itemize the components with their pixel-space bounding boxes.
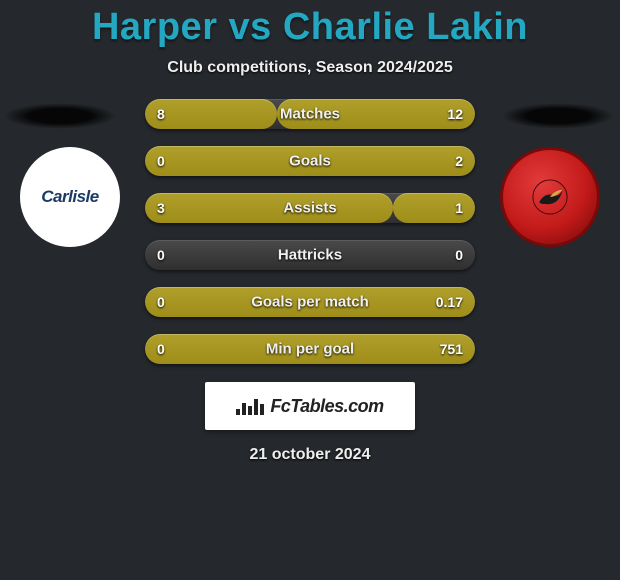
left-club-name: Carlisle (41, 187, 98, 207)
stat-row: Goals02 (145, 146, 475, 176)
stat-label: Hattricks (145, 247, 475, 264)
stat-row: Matches812 (145, 99, 475, 129)
bird-icon (532, 179, 568, 215)
right-fill (145, 334, 475, 364)
stat-bars: Matches812Goals02Assists31Hattricks00Goa… (145, 99, 475, 364)
stat-right-value: 1 (455, 200, 463, 216)
stat-row: Assists31 (145, 193, 475, 223)
footer-brand: FcTables.com (205, 382, 415, 430)
stat-left-value: 3 (157, 200, 165, 216)
stat-left-value: 0 (157, 341, 165, 357)
stat-row: Goals per match00.17 (145, 287, 475, 317)
left-badge-shadow (4, 103, 116, 129)
chart-icon (236, 397, 264, 415)
stat-left-value: 0 (157, 247, 165, 263)
stat-row: Hattricks0 0 (145, 240, 475, 270)
footer-brand-text: FcTables.com (270, 396, 383, 417)
stat-right-value: 0 (455, 247, 463, 263)
stat-row: Min per goal0751 (145, 334, 475, 364)
right-badge-shadow (502, 103, 614, 129)
stat-right-value: 0.17 (436, 294, 463, 310)
right-fill (277, 99, 475, 129)
subtitle: Club competitions, Season 2024/2025 (0, 59, 620, 77)
stat-left-value: 8 (157, 106, 165, 122)
right-fill (145, 146, 475, 176)
right-club-badge (500, 147, 600, 247)
stat-left-value: 0 (157, 294, 165, 310)
comparison-panel: Carlisle Matches812Goals02Assists31Hattr… (0, 99, 620, 364)
left-fill (145, 193, 393, 223)
stat-right-value: 2 (455, 153, 463, 169)
stat-left-value: 0 (157, 153, 165, 169)
right-fill (145, 287, 475, 317)
footer-date: 21 october 2024 (0, 446, 620, 464)
stat-right-value: 12 (447, 106, 463, 122)
stat-right-value: 751 (440, 341, 463, 357)
left-club-badge: Carlisle (20, 147, 120, 247)
page-title: Harper vs Charlie Lakin (0, 0, 620, 49)
